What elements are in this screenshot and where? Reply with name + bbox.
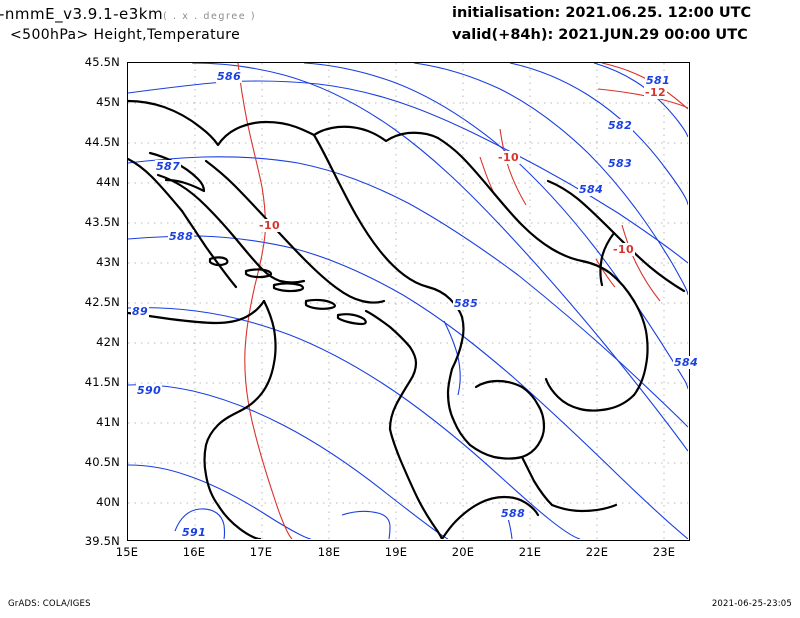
- initialisation-time: initialisation: 2021.06.25. 12:00 UTC: [452, 5, 752, 21]
- chart-header: f-nmmE_v3.9.1-e3km( . x . degree ) <500h…: [0, 0, 800, 52]
- x-tick-label: 18E: [317, 545, 341, 559]
- contour-map-svg: [128, 63, 688, 539]
- y-tick-label: 41.5N: [84, 375, 120, 389]
- height-contour-label: 583: [607, 157, 634, 170]
- temperature-contour-label: -10: [612, 243, 636, 256]
- x-tick-label: 15E: [115, 545, 139, 559]
- temperature-contour-label: -10: [258, 219, 282, 232]
- grid-lines: [128, 63, 688, 539]
- y-tick-label: 45.5N: [84, 55, 120, 69]
- y-tick-label: 44N: [96, 175, 120, 189]
- model-name: f-nmmE_v3.9.1-e3km: [0, 5, 164, 23]
- map-plot-area[interactable]: [127, 62, 690, 541]
- footer-timestamp: 2021-06-25-23:05: [711, 599, 792, 609]
- model-units: ( . x . degree ): [163, 11, 257, 22]
- y-tick-label: 39.5N: [84, 534, 120, 548]
- height-contour-label: 591: [181, 526, 208, 539]
- height-contour-label: 586: [216, 70, 243, 83]
- height-contour-label: 581: [645, 74, 672, 87]
- x-tick-label: 23E: [652, 545, 676, 559]
- height-contour-label: 585: [453, 297, 480, 310]
- height-contour-label: 582: [607, 119, 634, 132]
- height-contour-label: 590: [136, 384, 163, 397]
- x-tick-label: 21E: [518, 545, 542, 559]
- height-contour-label: 584: [673, 356, 700, 369]
- footer-source: GrADS: COLA/IGES: [8, 599, 91, 609]
- chart-footer: GrADS: COLA/IGES 2021-06-25-23:05: [0, 596, 800, 618]
- y-tick-label: 43.5N: [84, 215, 120, 229]
- y-tick-label: 41N: [96, 415, 120, 429]
- x-tick-label: 19E: [384, 545, 408, 559]
- y-tick-label: 44.5N: [84, 135, 120, 149]
- model-title-line: f-nmmE_v3.9.1-e3km( . x . degree ): [0, 5, 256, 23]
- y-tick-label: 42.5N: [84, 295, 120, 309]
- temperature-contour-label: -10: [497, 151, 521, 164]
- temperature-contour-label: -12: [644, 86, 668, 99]
- y-tick-label: 43N: [96, 255, 120, 269]
- height-contour-label: 89: [131, 305, 150, 318]
- height-contour-label: 588: [500, 507, 527, 520]
- x-tick-label: 20E: [451, 545, 475, 559]
- height-contour-label: 588: [168, 230, 195, 243]
- x-tick-label: 17E: [249, 545, 273, 559]
- y-tick-label: 40.5N: [84, 455, 120, 469]
- valid-time: valid(+84h): 2021.JUN.29 00:00 UTC: [452, 27, 748, 43]
- level-field-line: <500hPa> Height,Temperature: [10, 27, 241, 43]
- y-tick-label: 45N: [96, 95, 120, 109]
- coastline-borders: [128, 99, 686, 539]
- height-contour-label: 584: [578, 183, 605, 196]
- x-tick-label: 16E: [182, 545, 206, 559]
- x-tick-label: 22E: [585, 545, 609, 559]
- height-contours: [128, 63, 688, 539]
- y-tick-label: 40N: [96, 495, 120, 509]
- y-tick-label: 42N: [96, 335, 120, 349]
- height-contour-label: 587: [155, 160, 182, 173]
